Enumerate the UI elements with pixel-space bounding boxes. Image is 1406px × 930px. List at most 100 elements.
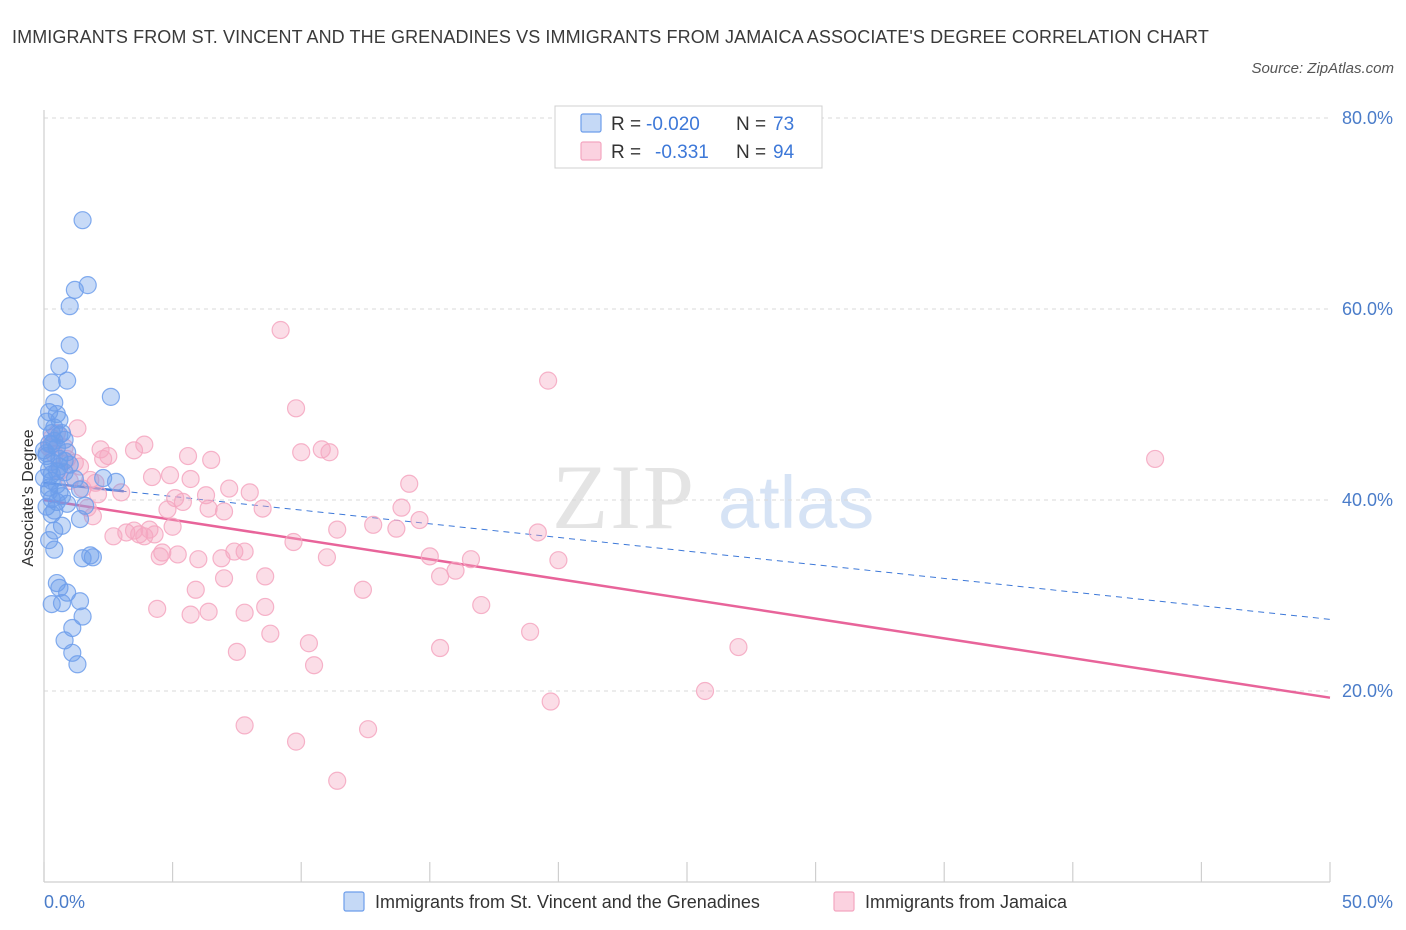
data-point-jamaica bbox=[400, 474, 419, 493]
data-point-jamaica bbox=[99, 446, 118, 466]
data-point-jamaica bbox=[472, 595, 491, 615]
data-point-svg bbox=[73, 211, 92, 230]
data-point-jamaica bbox=[364, 515, 383, 534]
data-point-jamaica bbox=[430, 638, 450, 658]
data-point-svg bbox=[76, 496, 95, 515]
data-point-svg bbox=[65, 469, 84, 489]
data-point-jamaica bbox=[539, 371, 558, 390]
data-point-jamaica bbox=[261, 624, 280, 643]
legend-swatch-pink bbox=[580, 141, 602, 161]
data-point-jamaica bbox=[181, 605, 200, 624]
data-point-svg bbox=[45, 540, 64, 559]
data-point-jamaica bbox=[173, 492, 192, 512]
data-point-jamaica bbox=[235, 603, 254, 622]
series-svg-points bbox=[34, 211, 126, 674]
data-point-svg bbox=[73, 607, 92, 626]
data-point-jamaica bbox=[358, 720, 378, 739]
data-point-jamaica bbox=[271, 320, 290, 340]
data-point-jamaica bbox=[104, 527, 123, 546]
watermark-zip: ZIP bbox=[552, 446, 696, 548]
series-jamaica-points bbox=[40, 320, 1165, 790]
bottom-legend-label-1: Immigrants from St. Vincent and the Gren… bbox=[375, 892, 760, 912]
data-point-jamaica bbox=[253, 499, 272, 518]
data-point-svg bbox=[45, 521, 64, 540]
data-point-jamaica bbox=[199, 602, 218, 621]
data-point-jamaica bbox=[189, 550, 208, 569]
data-point-svg bbox=[58, 494, 77, 513]
data-point-svg bbox=[106, 472, 126, 491]
y-tick-label: 60.0% bbox=[1342, 299, 1393, 319]
data-point-jamaica bbox=[186, 580, 205, 599]
data-point-jamaica bbox=[240, 483, 259, 502]
data-point-jamaica bbox=[410, 510, 429, 530]
data-point-jamaica bbox=[461, 550, 481, 569]
data-point-jamaica bbox=[299, 634, 319, 653]
data-point-jamaica bbox=[220, 479, 239, 498]
data-point-svg bbox=[42, 373, 61, 392]
legend-n-label-1: N = bbox=[736, 114, 766, 135]
data-point-svg bbox=[60, 297, 79, 316]
data-point-jamaica bbox=[163, 517, 182, 536]
correlation-legend: R = -0.020 N = 73 R = -0.331 N = 94 bbox=[554, 105, 823, 169]
legend-r-label-1: R = bbox=[611, 114, 641, 135]
chart-title: IMMIGRANTS FROM ST. VINCENT AND THE GREN… bbox=[12, 27, 1209, 47]
data-point-jamaica bbox=[227, 642, 246, 661]
data-point-svg bbox=[58, 583, 77, 602]
data-point-svg bbox=[60, 455, 79, 474]
data-point-jamaica bbox=[158, 500, 177, 519]
data-point-jamaica bbox=[181, 469, 200, 489]
data-point-jamaica bbox=[199, 499, 218, 518]
legend-n-value-2: 94 bbox=[773, 142, 795, 163]
bottom-legend-swatch-pink bbox=[833, 891, 855, 912]
data-point-jamaica bbox=[148, 599, 167, 618]
data-point-jamaica bbox=[420, 547, 439, 566]
bottom-legend-label-2: Immigrants from Jamaica bbox=[865, 892, 1068, 912]
data-point-svg bbox=[101, 387, 120, 406]
data-point-svg bbox=[37, 444, 56, 463]
data-point-jamaica bbox=[168, 545, 187, 564]
data-point-jamaica bbox=[88, 485, 108, 504]
data-point-jamaica bbox=[328, 520, 347, 539]
data-point-jamaica bbox=[214, 569, 234, 588]
data-point-jamaica bbox=[387, 519, 406, 538]
data-point-jamaica bbox=[317, 548, 337, 567]
gridlines bbox=[44, 117, 1330, 692]
data-point-jamaica bbox=[320, 443, 339, 462]
watermark-atlas: atlas bbox=[718, 461, 874, 544]
trendline-jamaica bbox=[43, 498, 1331, 699]
data-point-svg bbox=[50, 357, 69, 376]
data-point-jamaica bbox=[729, 637, 748, 657]
data-point-jamaica bbox=[521, 622, 540, 641]
data-point-jamaica bbox=[225, 542, 244, 561]
y-tick-label: 40.0% bbox=[1342, 490, 1393, 510]
y-tick-label: 20.0% bbox=[1342, 681, 1393, 701]
data-point-jamaica bbox=[284, 532, 303, 552]
data-point-jamaica bbox=[353, 580, 373, 599]
data-point-jamaica bbox=[124, 441, 144, 460]
x-tick-label-max: 50.0% bbox=[1342, 892, 1393, 912]
data-point-jamaica bbox=[160, 466, 180, 485]
data-point-svg bbox=[45, 393, 64, 412]
data-point-jamaica bbox=[256, 597, 275, 617]
data-point-svg bbox=[65, 280, 84, 299]
data-point-jamaica bbox=[142, 467, 162, 487]
data-point-jamaica bbox=[235, 542, 254, 561]
data-point-jamaica bbox=[235, 716, 254, 735]
data-point-jamaica bbox=[94, 449, 113, 469]
data-point-svg bbox=[73, 549, 92, 568]
data-point-jamaica bbox=[392, 498, 411, 517]
data-point-jamaica bbox=[256, 567, 275, 586]
chart-source: Source: ZipAtlas.com bbox=[1251, 60, 1394, 77]
data-point-jamaica bbox=[286, 732, 306, 751]
data-point-jamaica bbox=[202, 450, 221, 469]
data-point-svg bbox=[42, 435, 61, 454]
data-point-jamaica bbox=[292, 443, 311, 462]
data-point-jamaica bbox=[145, 525, 164, 544]
data-point-jamaica bbox=[528, 523, 547, 542]
data-point-jamaica bbox=[214, 502, 234, 521]
data-point-svg bbox=[70, 480, 90, 499]
data-point-svg bbox=[70, 509, 90, 529]
legend-n-value-1: 73 bbox=[773, 114, 794, 135]
data-point-jamaica bbox=[304, 656, 324, 675]
